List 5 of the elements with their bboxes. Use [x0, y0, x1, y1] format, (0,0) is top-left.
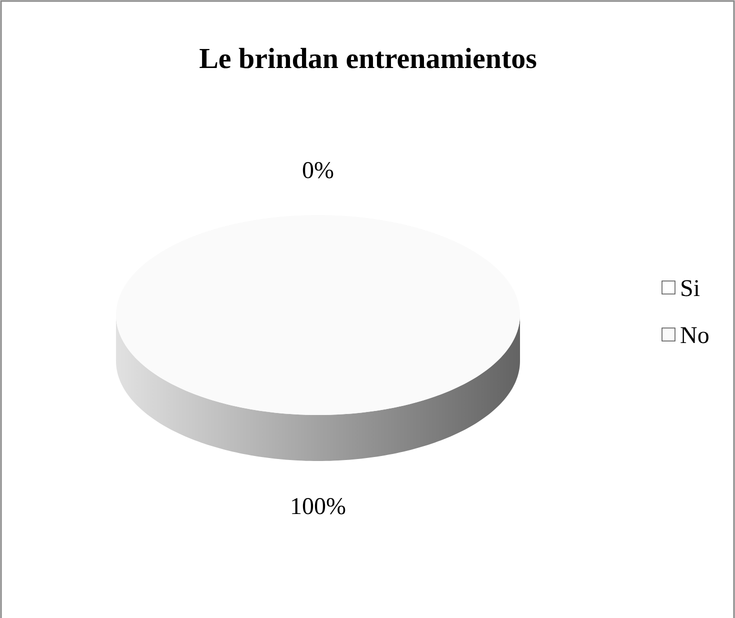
chart-title: Le brindan entrenamientos: [199, 43, 537, 75]
legend-label: No: [680, 323, 710, 349]
text: 0%: [302, 158, 334, 184]
data-label: 100%: [290, 494, 346, 520]
legend-label: Si: [680, 276, 700, 302]
